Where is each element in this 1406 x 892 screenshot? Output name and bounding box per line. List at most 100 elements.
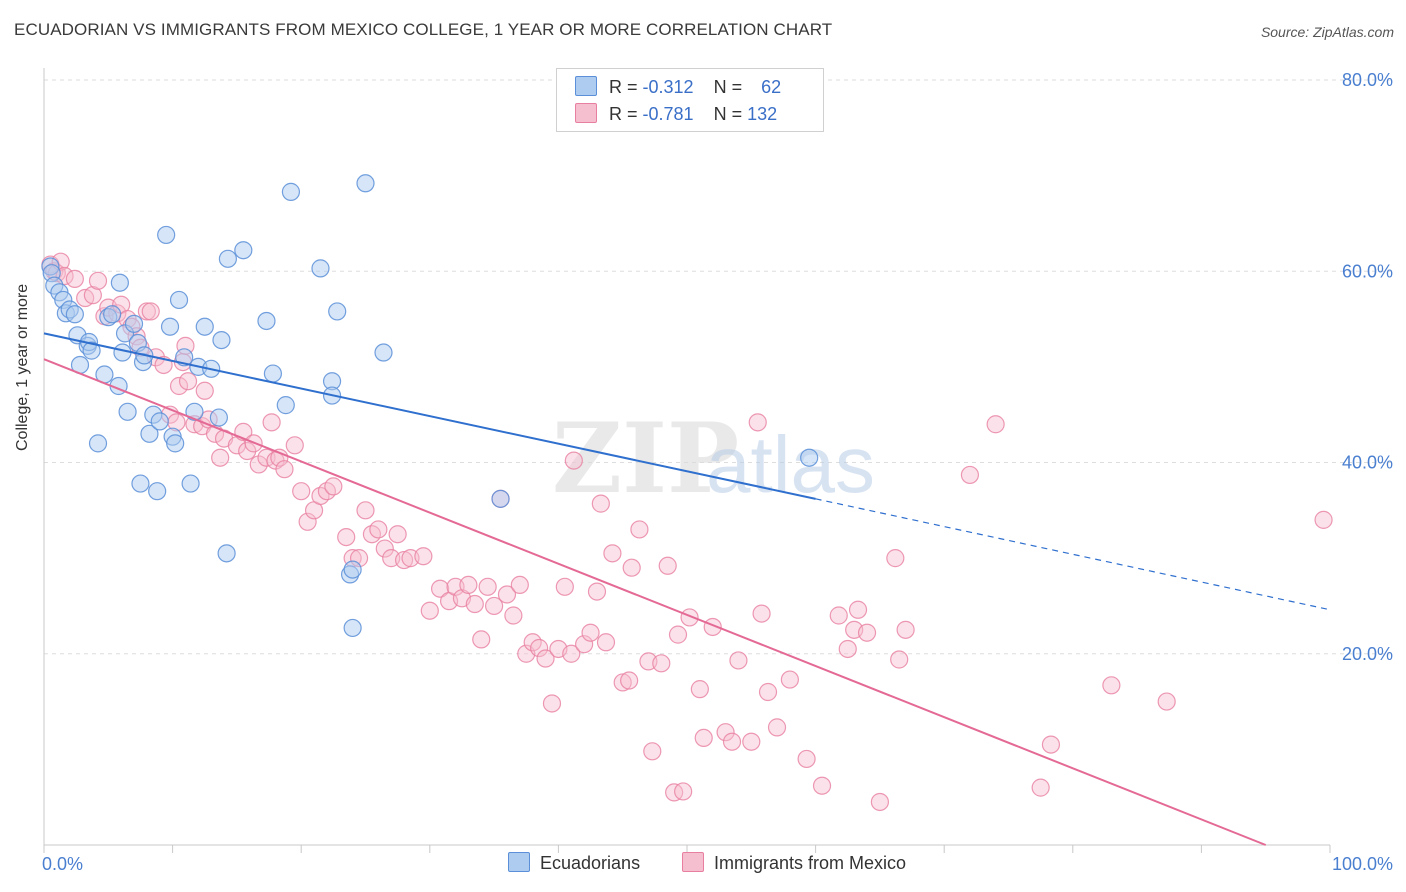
ecuadorian-point: [276, 396, 295, 415]
chart-source: Source: ZipAtlas.com: [1260, 24, 1394, 40]
ecuadorian-point: [257, 311, 276, 331]
ecuadorian-point: [800, 448, 819, 467]
mexico-point: [478, 577, 497, 596]
mexico-point: [485, 596, 504, 616]
mexico-point: [510, 575, 529, 595]
mexico-point: [564, 451, 583, 470]
mexico-point: [536, 649, 555, 668]
mexico-point: [716, 723, 735, 742]
mexico-point: [388, 525, 407, 544]
mexico-point: [668, 625, 688, 644]
mexico-point: [430, 579, 450, 598]
mexico-point: [581, 623, 600, 642]
mexico-point: [562, 644, 581, 663]
legend-n-label: N =: [713, 104, 748, 124]
mexico-point: [694, 728, 713, 748]
mexico-point: [870, 792, 890, 812]
legend-n-value: 62: [761, 77, 782, 97]
mexico-point: [848, 600, 868, 619]
series-mexico-points: [41, 252, 1333, 812]
y-tick-label: 20.0%: [1342, 644, 1393, 664]
mexico-point: [356, 501, 375, 520]
mexico-point: [838, 639, 857, 659]
ecuadorian-point: [110, 273, 129, 292]
ecuadorian-point: [124, 314, 144, 333]
ecuadorian-point: [103, 305, 122, 324]
ecuadorian-point: [82, 341, 101, 360]
watermark-atlas: atlas: [706, 420, 875, 509]
ecuadorian-point: [160, 317, 180, 336]
mexico-point: [986, 415, 1005, 434]
mexico-point: [472, 630, 491, 649]
mexico-point: [829, 606, 848, 625]
mexico-point: [748, 413, 767, 432]
mexico-point: [530, 638, 549, 658]
ecuadorian-point: [150, 412, 169, 431]
ecuadorian-point: [181, 474, 200, 493]
mexico-point: [65, 269, 84, 288]
mexico-point: [178, 372, 198, 391]
mexico-point: [169, 376, 189, 396]
mexico-point: [542, 694, 562, 713]
ecuadorian-point: [140, 424, 159, 443]
ecuadorian-point: [281, 182, 301, 201]
ecuadorian-point: [218, 249, 237, 268]
mexico-point: [324, 477, 343, 496]
ecuadorian-point: [185, 402, 204, 421]
bottom-legend-ecuadorians: Ecuadorians: [508, 852, 640, 874]
mexico-point: [1031, 778, 1050, 797]
mexico-point: [375, 539, 394, 558]
mexico-point: [459, 575, 478, 595]
legend-swatch-blue: [575, 76, 597, 96]
series-ecuadorian-points: [41, 174, 819, 638]
gridlines: [44, 79, 1392, 655]
ecuadorian-point: [113, 343, 132, 362]
mexico-point: [596, 633, 616, 652]
y-tick-label: 40.0%: [1342, 453, 1393, 473]
mexico-point: [857, 623, 877, 642]
mexico-point: [960, 465, 980, 485]
mexico-point: [465, 594, 484, 614]
mexico-point: [83, 286, 102, 305]
mexico-point: [742, 732, 761, 751]
mexico-point: [1157, 692, 1176, 711]
mexico-point: [752, 604, 771, 623]
ecuadorian-point: [148, 482, 167, 501]
y-tick-labels: 20.0% 40.0% 60.0% 80.0%: [1342, 70, 1393, 664]
x-tick-label: 100.0%: [1332, 854, 1393, 874]
mexico-point: [591, 494, 610, 513]
mexico-point: [275, 460, 294, 479]
legend-r-value: -0.312: [642, 77, 694, 97]
mexico-point: [414, 547, 433, 566]
mexico-point: [587, 582, 607, 601]
mexico-point: [658, 556, 677, 575]
ecuadorian-point: [169, 290, 189, 310]
mexico-point: [690, 680, 709, 699]
mexico-point: [285, 436, 304, 455]
ecuadorian-point: [118, 402, 137, 421]
ecuadorian-point: [356, 174, 375, 193]
mexico-point: [797, 749, 816, 769]
ecuadorian-point: [343, 560, 362, 579]
legend-row-mexico: R = -0.781 N = 132: [575, 103, 777, 127]
chart-title: ECUADORIAN VS IMMIGRANTS FROM MEXICO COL…: [14, 20, 833, 39]
ecuadorian-point: [212, 331, 231, 350]
ecuadorian-point: [195, 317, 214, 336]
mexico-point: [652, 654, 671, 673]
ecuadorian-point: [491, 489, 510, 508]
legend-r-value: -0.781: [642, 104, 694, 124]
y-tick-label: 80.0%: [1342, 70, 1393, 90]
ecuadorian-point: [166, 434, 185, 453]
watermark-zip: ZIP: [552, 402, 739, 515]
ecuadorian-point: [217, 544, 236, 563]
ecuadorian-point: [234, 241, 253, 260]
mexico-point: [555, 577, 574, 596]
mexico-point: [674, 782, 693, 801]
ecuadorian-point: [157, 225, 176, 245]
ecuadorian-point: [65, 305, 84, 324]
mexico-point: [722, 732, 742, 751]
bottom-legend-mexico: Immigrants from Mexico: [682, 852, 906, 874]
mexico-point: [504, 606, 523, 625]
mexico-point: [88, 271, 108, 290]
ecuadorian-point: [374, 343, 393, 362]
